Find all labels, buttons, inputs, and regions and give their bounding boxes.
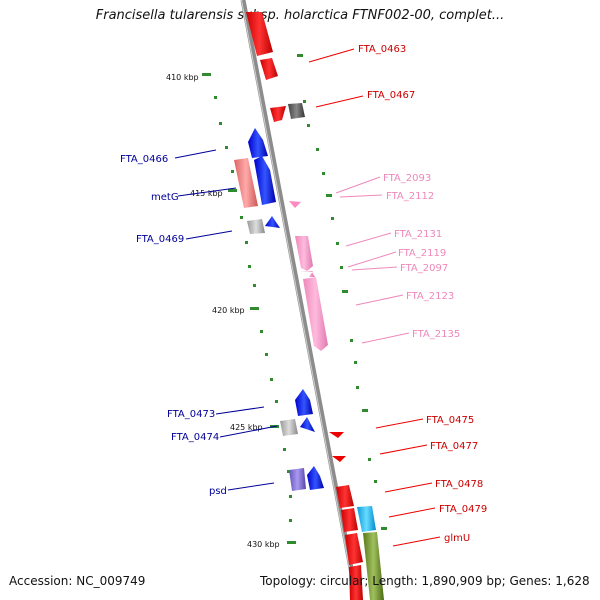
label-connectors <box>174 48 441 547</box>
minor-tick <box>362 409 368 412</box>
minor-tick <box>265 353 268 356</box>
major-tick <box>287 541 296 544</box>
gene-glmU-c <box>363 532 384 600</box>
minor-tick <box>270 378 273 381</box>
gene-FTA_0469 <box>265 216 280 228</box>
genome-backbone <box>240 0 360 600</box>
gene-label-FTA_0466[interactable]: FTA_0466 <box>120 154 168 165</box>
scale-ticks <box>202 54 387 544</box>
scale-label: 415 kbp <box>190 189 223 198</box>
scale-label: 410 kbp <box>166 73 199 82</box>
major-tick <box>250 307 259 310</box>
gene-label-FTA_0478[interactable]: FTA_0478 <box>435 479 483 490</box>
gene-label-FTA_0473[interactable]: FTA_0473 <box>167 409 215 420</box>
gene-FTA_0475 <box>329 432 344 438</box>
gene-FTA_0463b <box>260 58 278 80</box>
reverse-strand-genes <box>246 12 384 600</box>
gene-grey-dark <box>288 103 305 119</box>
minor-tick <box>342 290 348 293</box>
minor-tick <box>248 265 251 268</box>
gene-label-glmU[interactable]: glmU <box>444 533 470 544</box>
minor-tick <box>381 527 387 530</box>
minor-tick <box>214 96 217 99</box>
gene-FTA_0463 <box>246 12 273 56</box>
major-tick <box>202 73 211 76</box>
gene-label-FTA_2135[interactable]: FTA_2135 <box>412 329 460 340</box>
minor-tick <box>340 266 343 269</box>
gene-glmU-a <box>345 533 363 565</box>
gene-FTA_2123 <box>303 277 328 351</box>
minor-tick <box>336 242 339 245</box>
minor-tick <box>374 480 377 483</box>
scale-label: 430 kbp <box>247 540 280 549</box>
minor-tick <box>303 100 306 103</box>
gene-psd <box>307 466 324 490</box>
minor-tick <box>326 194 332 197</box>
gene-label-FTA_2131[interactable]: FTA_2131 <box>394 229 442 240</box>
gene-label-FTA_0475[interactable]: FTA_0475 <box>426 415 474 426</box>
gene-FTA_0467 <box>270 106 286 122</box>
minor-tick <box>316 148 319 151</box>
gene-label-FTA_2123[interactable]: FTA_2123 <box>406 291 454 302</box>
gene-label-FTA_2097[interactable]: FTA_2097 <box>400 263 448 274</box>
scale-label: 425 kbp <box>230 423 263 432</box>
genome-backbone-highlight <box>241 0 356 600</box>
minor-tick <box>331 217 334 220</box>
gene-FTA_0474 <box>300 417 315 432</box>
minor-tick <box>275 400 278 403</box>
gene-FTA_2093 <box>289 201 301 208</box>
minor-tick <box>356 386 359 389</box>
minor-tick <box>245 241 248 244</box>
minor-tick <box>231 170 234 173</box>
minor-tick <box>368 458 371 461</box>
gene-label-psd[interactable]: psd <box>209 486 227 497</box>
minor-tick <box>283 448 286 451</box>
gene-label-FTA_0474[interactable]: FTA_0474 <box>171 432 219 443</box>
scale-label: 420 kbp <box>212 306 245 315</box>
gene-FTA_0473 <box>295 389 313 416</box>
gene-grey-FTA_0474 <box>280 419 298 436</box>
gene-metG-pseudo <box>234 158 258 208</box>
gene-FTA_0478 <box>336 485 354 508</box>
gene-label-FTA_0477[interactable]: FTA_0477 <box>430 441 478 452</box>
gene-label-metG[interactable]: metG <box>151 192 179 203</box>
gene-FTA_2119 <box>300 271 315 277</box>
minor-tick <box>225 146 228 149</box>
gene-FTA_0478b <box>341 508 358 532</box>
minor-tick <box>253 284 256 287</box>
accession-text: Accession: NC_009749 <box>9 574 146 588</box>
minor-tick <box>260 330 263 333</box>
gene-FTA_2131 <box>295 236 313 271</box>
major-tick <box>228 189 237 192</box>
gene-FTA_0466 <box>248 128 268 158</box>
minor-tick <box>354 361 357 364</box>
minor-tick <box>322 172 325 175</box>
gene-label-FTA_2112[interactable]: FTA_2112 <box>386 191 434 202</box>
minor-tick <box>297 54 303 57</box>
gene-label-FTA_2119[interactable]: FTA_2119 <box>398 248 446 259</box>
gene-label-FTA_2093[interactable]: FTA_2093 <box>383 173 431 184</box>
minor-tick <box>289 495 292 498</box>
gene-label-FTA_0479[interactable]: FTA_0479 <box>439 504 487 515</box>
gene-FTA_0477 <box>332 456 346 462</box>
minor-tick <box>289 519 292 522</box>
minor-tick <box>307 124 310 127</box>
gene-label-FTA_0467[interactable]: FTA_0467 <box>367 90 415 101</box>
gene-grey-FTA_0469 <box>247 219 265 234</box>
gene-glmU-b <box>349 565 363 600</box>
minor-tick <box>240 216 243 219</box>
minor-tick <box>350 339 353 342</box>
genome-summary-text: Topology: circular; Length: 1,890,909 bp… <box>260 574 590 588</box>
gene-FTA_0479 <box>357 506 376 532</box>
map-title: Francisella tularensis subsp. holarctica… <box>95 8 505 23</box>
gene-label-FTA_0469[interactable]: FTA_0469 <box>136 234 184 245</box>
gene-label-FTA_0463[interactable]: FTA_0463 <box>358 44 406 55</box>
forward-strand-genes <box>234 128 324 491</box>
minor-tick <box>287 470 290 473</box>
gene-metG <box>254 156 276 205</box>
minor-tick <box>219 122 222 125</box>
gene-psd-purple <box>289 468 306 491</box>
